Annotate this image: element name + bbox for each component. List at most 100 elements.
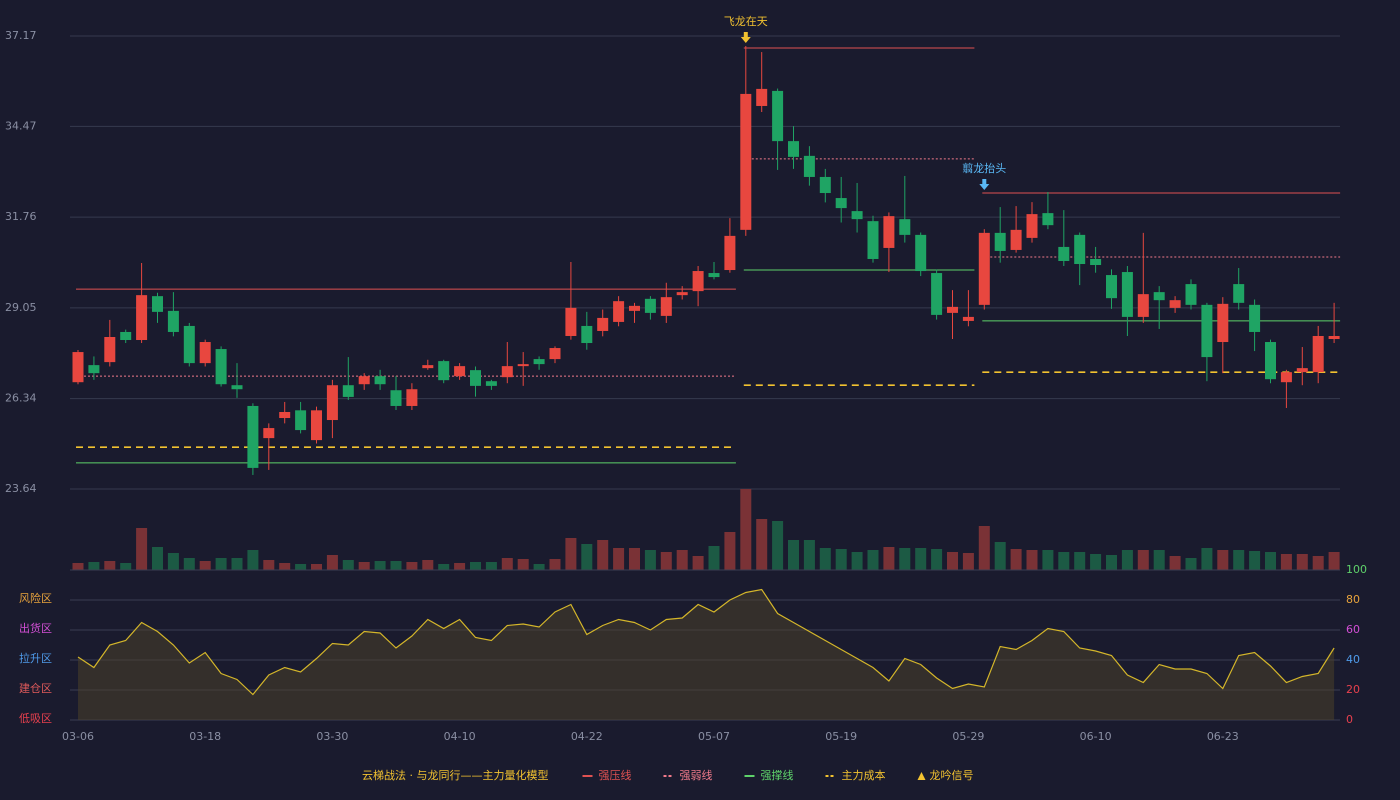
volume-bar: [883, 547, 895, 570]
zone-label: 拉升区: [19, 651, 52, 665]
candle-body: [1090, 258, 1102, 266]
volume-bar: [740, 489, 752, 570]
volume-bar: [358, 562, 370, 570]
x-tick-label: 05-19: [825, 730, 857, 743]
candle-body: [199, 342, 211, 364]
volume-bar: [263, 560, 275, 570]
candle-body: [756, 88, 768, 106]
candle-body: [342, 385, 354, 397]
volume-bar: [597, 540, 609, 570]
legend-entry: 强压线: [599, 768, 632, 782]
candle-body: [931, 273, 943, 315]
candle-body: [263, 428, 275, 439]
volume-bar: [295, 564, 307, 570]
candle-body: [485, 381, 497, 386]
candle-body: [326, 385, 338, 421]
volume-bar: [851, 552, 863, 570]
candle-body: [88, 365, 100, 374]
zone-label: 建仓区: [19, 681, 52, 695]
candle-body: [1280, 372, 1292, 383]
candle-body: [1106, 275, 1117, 299]
candle-body: [1217, 303, 1229, 343]
y-tick-label: 29.05: [5, 301, 37, 314]
volume-bar: [1280, 554, 1292, 570]
candle-body: [819, 176, 831, 194]
x-tick-label: 04-22: [571, 730, 603, 743]
legend-marker: [917, 772, 926, 780]
volume-bar: [819, 548, 831, 570]
candle-body: [899, 219, 911, 235]
volume-bar: [120, 563, 132, 570]
volume-bar: [565, 538, 577, 570]
volume-bar: [1265, 552, 1276, 570]
volume-bar: [501, 558, 513, 570]
x-tick-label: 03-18: [189, 730, 221, 743]
volume-bar: [326, 555, 338, 570]
candle-body: [1137, 294, 1149, 317]
volume-bar: [1010, 549, 1022, 570]
candle-body: [867, 221, 879, 259]
y2-tick-label: 60: [1346, 623, 1360, 636]
x-tick-label: 05-07: [698, 730, 730, 743]
volume-bar: [1042, 550, 1054, 570]
candle-body: [1185, 284, 1197, 305]
volume-bar: [1121, 550, 1133, 570]
volume-bar: [183, 558, 195, 570]
candle-body: [279, 411, 291, 419]
volume-bar: [454, 563, 466, 570]
volume-bar: [947, 552, 958, 570]
candle-body: [803, 155, 815, 177]
volume-bar: [1137, 550, 1149, 570]
y2-tick-label: 100: [1346, 563, 1367, 576]
candle-body: [517, 364, 529, 367]
volume-bar: [708, 546, 720, 570]
candle-body: [104, 336, 116, 363]
candle-body: [1201, 304, 1213, 358]
candle-body: [581, 325, 593, 344]
candle-body: [247, 405, 259, 468]
volume-bar: [517, 559, 529, 570]
volume-bar: [533, 564, 545, 570]
candle-body: [470, 370, 481, 386]
candle-body: [915, 234, 927, 272]
signal-arrow: [740, 32, 751, 44]
oscillator-area: [78, 589, 1335, 720]
volume-bar: [1026, 550, 1038, 570]
candle-body: [390, 390, 402, 406]
volume-bar: [644, 550, 656, 570]
volume-bar: [485, 562, 497, 570]
y2-tick-label: 80: [1346, 593, 1360, 606]
candle-body: [1058, 246, 1070, 261]
candle-body: [120, 331, 132, 341]
volume-bar: [88, 562, 100, 570]
candle-body: [1042, 213, 1054, 226]
candle-body: [962, 316, 974, 321]
zone-label: 风险区: [19, 591, 52, 605]
signal-arrow: [979, 179, 990, 191]
candle-body: [1296, 368, 1308, 373]
x-tick-label: 04-10: [444, 730, 476, 743]
candle-body: [152, 296, 163, 312]
candle-body: [947, 306, 958, 313]
candle-body: [406, 389, 418, 406]
candle-body: [835, 198, 847, 209]
volume-bar: [1217, 550, 1229, 570]
volume-bar: [724, 532, 736, 570]
volume-bar: [899, 548, 911, 570]
volume-bar: [1201, 548, 1213, 570]
signal-label: 飞龙在天: [724, 15, 768, 28]
candle-body: [740, 93, 752, 230]
candle-body: [374, 376, 386, 385]
candle-body: [136, 295, 148, 341]
candle-body: [167, 310, 179, 332]
volume-bar: [1106, 555, 1117, 570]
zone-label: 低吸区: [19, 712, 52, 725]
volume-bar: [231, 558, 243, 570]
y2-tick-label: 0: [1346, 713, 1353, 726]
volume-bar: [613, 548, 625, 570]
volume-bar: [374, 561, 386, 570]
candle-body: [1265, 342, 1276, 380]
candle-body: [72, 352, 84, 383]
volume-bar: [1249, 551, 1261, 570]
